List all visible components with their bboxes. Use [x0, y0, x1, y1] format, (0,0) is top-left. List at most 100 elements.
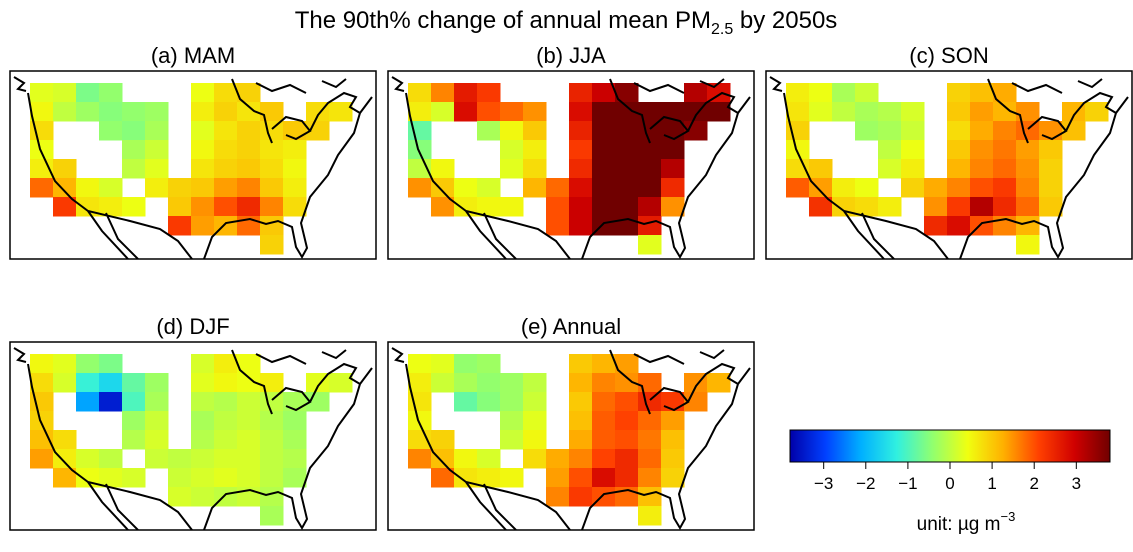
grid-cell: [145, 373, 169, 393]
grid-cell: [431, 373, 455, 393]
grid-cell: [431, 468, 455, 488]
grid-cell: [924, 197, 948, 217]
grid-cell: [878, 121, 902, 141]
grid-cell: [970, 178, 994, 198]
panel-frame: [765, 70, 1133, 260]
grid-cell: [638, 373, 662, 393]
grid-cell: [638, 506, 662, 526]
grid-cell: [53, 468, 77, 488]
grid-cell: [214, 487, 238, 507]
unit-text: unit: µg m: [917, 514, 1001, 535]
grid-cell: [477, 121, 501, 141]
colorbar-tick-label: −1: [898, 474, 917, 493]
grid-cell: [30, 178, 54, 198]
grid-cell: [214, 83, 238, 103]
grid-cell: [638, 235, 662, 255]
grid-cell: [30, 373, 54, 393]
grid-cell: [1039, 140, 1063, 160]
grid-cell: [454, 178, 478, 198]
grid-cell: [615, 121, 639, 141]
grid-cell: [260, 140, 284, 160]
grid-cell: [947, 121, 971, 141]
figure-title: The 90th% change of annual mean PM2.5 by…: [295, 7, 838, 38]
grid-cell: [329, 373, 353, 393]
grid-cell: [661, 102, 685, 122]
grid-cell: [477, 392, 501, 412]
grid-cell: [947, 216, 971, 236]
panel-title: (d) DJF: [156, 314, 229, 339]
grid-cell: [993, 140, 1017, 160]
grid-cell: [638, 102, 662, 122]
grid-cell: [191, 197, 215, 217]
grid-cell: [53, 159, 77, 179]
grid-cell: [1039, 159, 1063, 179]
grid-cell: [638, 140, 662, 160]
grid-cell: [638, 468, 662, 488]
map-panel: [391, 347, 751, 530]
colorbar-tick-label: 3: [1072, 474, 1081, 493]
grid-cell: [809, 159, 833, 179]
grid-cell: [993, 178, 1017, 198]
grid-cell: [638, 159, 662, 179]
grid-cell: [569, 468, 593, 488]
panel-title: (b) JJA: [536, 43, 606, 68]
grid-cell: [546, 487, 570, 507]
colorbar-tick-label: 2: [1029, 474, 1038, 493]
grid-cell: [99, 102, 123, 122]
grid-cell: [260, 216, 284, 236]
grid-cell: [523, 159, 547, 179]
grid-cell: [592, 83, 616, 103]
grid-cell: [260, 468, 284, 488]
grid-cell: [53, 449, 77, 469]
grid-cell: [947, 140, 971, 160]
grid-cell: [30, 83, 54, 103]
grid-cell: [1039, 178, 1063, 198]
grid-cell: [1016, 102, 1040, 122]
map-panel: [13, 347, 373, 530]
grid-cell: [592, 373, 616, 393]
grid-cell: [993, 83, 1017, 103]
grid-cell: [569, 83, 593, 103]
grid-cell: [500, 468, 524, 488]
grid-cell: [237, 83, 261, 103]
grid-cell: [1016, 178, 1040, 198]
grid-cell: [523, 373, 547, 393]
grid-cell: [901, 159, 925, 179]
grid-cell: [260, 487, 284, 507]
colorbar: [789, 429, 1111, 463]
grid-cell: [191, 487, 215, 507]
grid-cell: [592, 392, 616, 412]
grid-cell: [661, 468, 685, 488]
grid-cell: [99, 197, 123, 217]
grid-cell: [523, 178, 547, 198]
grid-cell: [237, 121, 261, 141]
colorbar-tick-label: −2: [856, 474, 875, 493]
grid-cell: [569, 430, 593, 450]
grid-cell: [901, 102, 925, 122]
grid-cell: [237, 102, 261, 122]
panel-frame: [9, 70, 377, 260]
grid-cell: [993, 159, 1017, 179]
grid-cell: [454, 102, 478, 122]
grid-cell: [993, 197, 1017, 217]
grid-cell: [53, 373, 77, 393]
grid-cell: [500, 159, 524, 179]
grid-cell: [122, 197, 146, 217]
grid-cell: [1016, 159, 1040, 179]
grid-cell: [661, 178, 685, 198]
grid-cell: [214, 159, 238, 179]
grid-cell: [408, 373, 432, 393]
grid-cell: [638, 121, 662, 141]
grid-cell: [191, 216, 215, 236]
grid-cell: [638, 411, 662, 431]
grid-cell: [122, 411, 146, 431]
grid-cell: [145, 140, 169, 160]
coastline: [391, 76, 751, 259]
grid-cell: [993, 121, 1017, 141]
grid-cell: [283, 430, 307, 450]
grid-cell: [99, 178, 123, 198]
grid-cell: [122, 392, 146, 412]
grid-cell: [76, 392, 100, 412]
grid-cell: [546, 468, 570, 488]
